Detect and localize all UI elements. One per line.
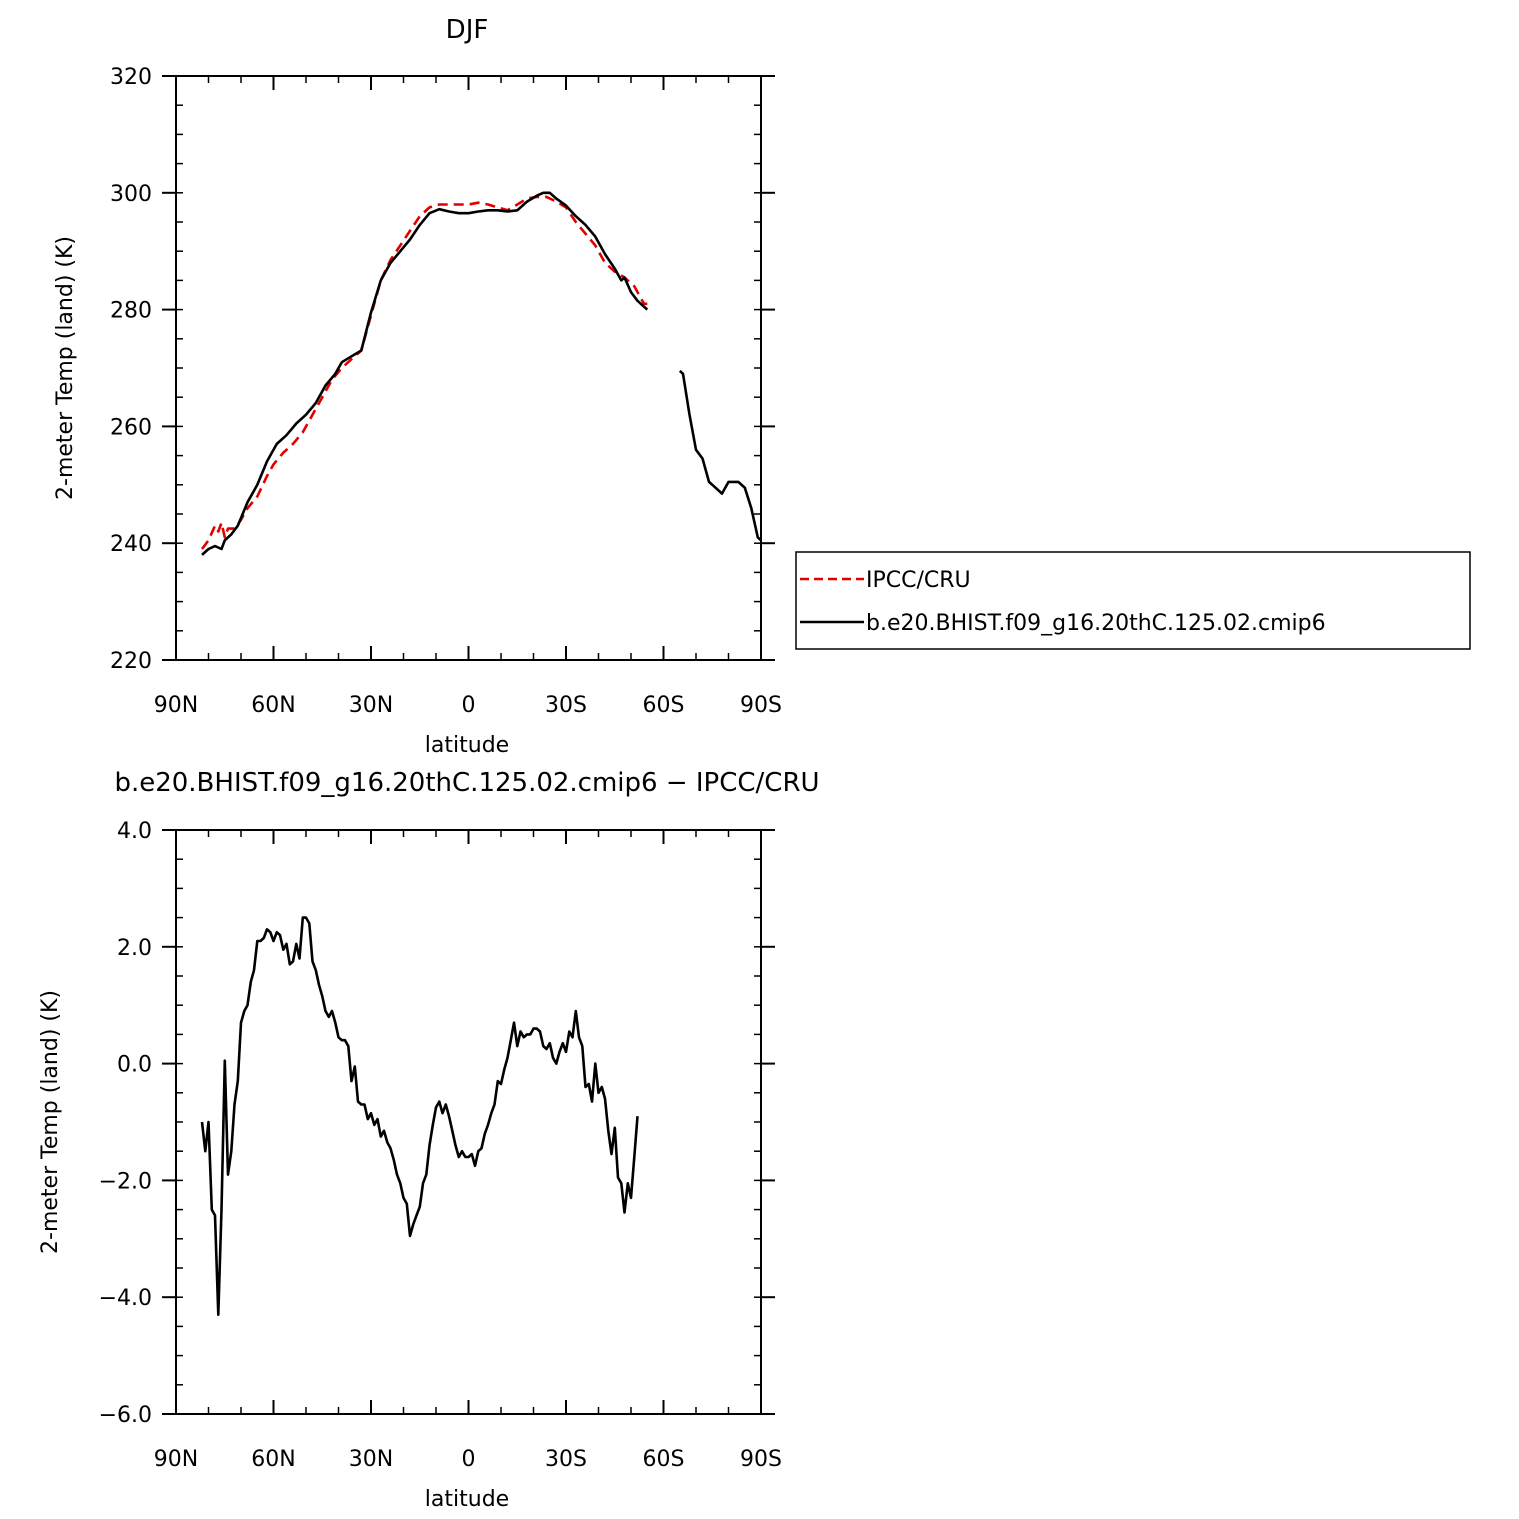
top-y-tick-label: 320	[110, 65, 152, 90]
legend: IPCC/CRU b.e20.BHIST.f09_g16.20thC.125.0…	[795, 551, 1471, 650]
legend-frame	[795, 551, 1471, 650]
top-x-tick-label: 60N	[251, 693, 295, 718]
top-plot-ticks: 90N 60N 30N 0 30S 60S 90S 220 240 260 280 300 320	[110, 65, 782, 718]
bottom-plot: b.e20.BHIST.f09_g16.20thC.125.02.cmip6 −…	[38, 768, 820, 1512]
bottom-y-tick-label: −6.0	[99, 1403, 152, 1428]
bottom-plot-series	[200, 916, 639, 1316]
top-y-tick-label: 280	[110, 299, 152, 324]
bottom-y-tick-label: 2.0	[117, 936, 152, 961]
top-x-tick-label: 90N	[154, 693, 198, 718]
bottom-y-tick-label: −2.0	[99, 1169, 152, 1194]
legend-label-model: b.e20.BHIST.f09_g16.20thC.125.02.cmip6	[866, 611, 1326, 636]
top-y-axis-title: 2-meter Temp (land) (K)	[53, 236, 78, 500]
top-x-tick-label: 90S	[740, 693, 782, 718]
top-x-axis-title: latitude	[425, 733, 509, 758]
bottom-series-line-difference	[200, 916, 639, 1316]
top-x-tick-label: 60S	[643, 693, 685, 718]
bottom-x-tick-label: 60N	[251, 1447, 295, 1472]
bottom-x-tick-label: 90S	[740, 1447, 782, 1472]
bottom-plot-ticks: 90N 60N 30N 0 30S 60S 90S −6.0 −4.0 −2.0 0.0 2.0 4.0	[99, 819, 782, 1472]
bottom-plot-frame	[175, 829, 762, 1415]
top-y-tick-label: 220	[110, 649, 152, 674]
top-x-tick-label: 30S	[545, 693, 587, 718]
bottom-x-tick-label: 60S	[643, 1447, 685, 1472]
top-x-tick-label: 30N	[349, 693, 393, 718]
top-series-line-b-e20-bhist-f09-g16-20thc-125-02-cmip6	[201, 191, 762, 556]
top-plot: DJF 90N 60N 30N 0 30S 60S 90S 220 240 260 280 300 32…	[53, 15, 782, 758]
top-y-tick-label: 240	[110, 532, 152, 557]
bottom-y-tick-label: 0.0	[117, 1053, 152, 1078]
bottom-y-tick-label: 4.0	[117, 819, 152, 844]
bottom-x-axis-title: latitude	[425, 1487, 509, 1512]
top-y-tick-label: 300	[110, 182, 152, 207]
legend-label-ipcc-cru: IPCC/CRU	[866, 568, 971, 593]
bottom-y-axis-title: 2-meter Temp (land) (K)	[38, 990, 63, 1254]
top-plot-series	[200, 191, 762, 556]
top-plot-frame	[175, 75, 762, 661]
bottom-x-tick-label: 90N	[154, 1447, 198, 1472]
bottom-x-tick-label: 0	[462, 1447, 476, 1472]
bottom-y-tick-label: −4.0	[99, 1286, 152, 1311]
top-plot-title: DJF	[446, 15, 489, 45]
top-series-line-ipcc-cru	[200, 195, 648, 550]
top-y-tick-label: 260	[110, 415, 152, 440]
top-x-tick-label: 0	[462, 693, 476, 718]
bottom-x-tick-label: 30N	[349, 1447, 393, 1472]
bottom-x-tick-label: 30S	[545, 1447, 587, 1472]
bottom-plot-title: b.e20.BHIST.f09_g16.20thC.125.02.cmip6 −…	[114, 768, 819, 798]
